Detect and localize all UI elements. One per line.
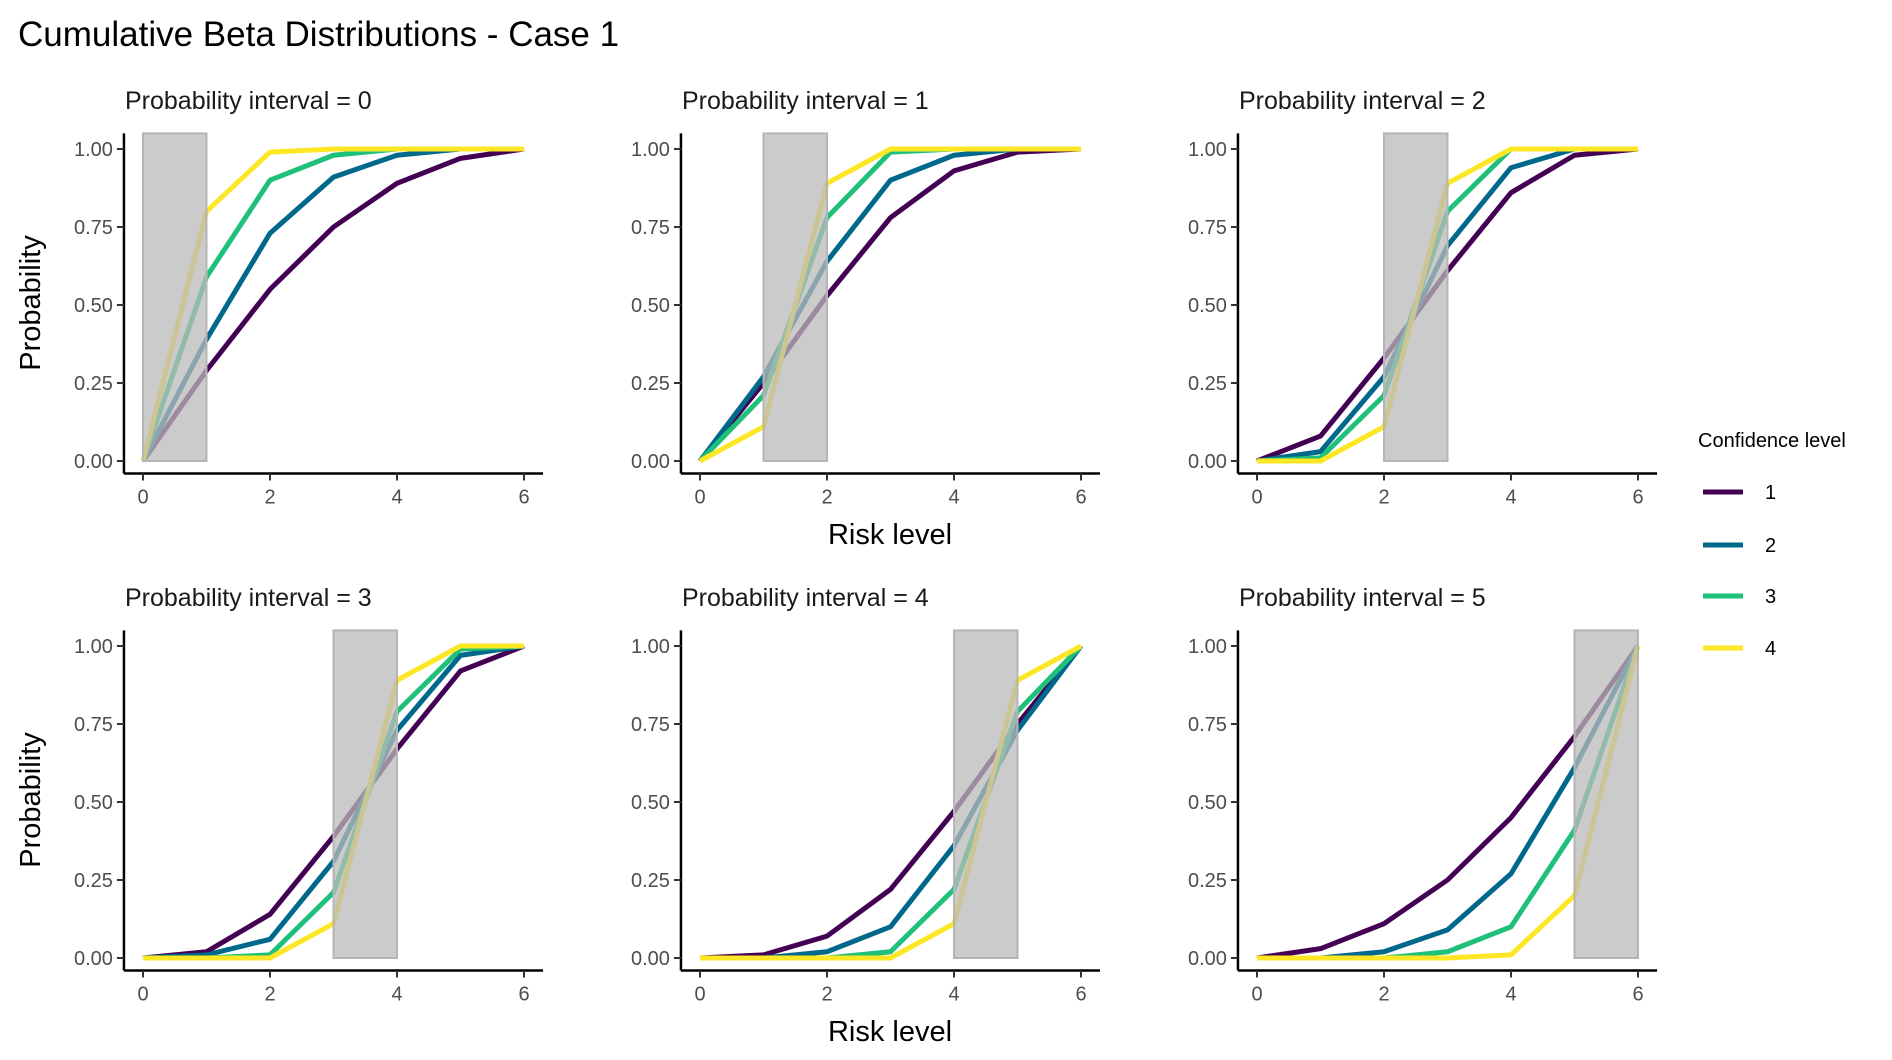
- y-tick-label: 1.00: [631, 636, 670, 658]
- y-tick-label: 0.50: [631, 295, 670, 317]
- panel-1: Probability interval = 1 0.00 0.25 0.50 0.75…: [631, 87, 1101, 551]
- panel-0: Probability interval = 0 0.00 0.25 0.50 0.75…: [15, 87, 544, 508]
- y-tick-label: 0.25: [74, 373, 113, 395]
- legend-item-2: 2: [1703, 535, 1776, 557]
- series-line-4: [698, 146, 1081, 464]
- x-tick-label: 4: [948, 486, 959, 508]
- y-tick-label: 0.00: [1188, 948, 1227, 970]
- y-tick-label: 0.00: [631, 948, 670, 970]
- interval-highlight: [762, 132, 828, 462]
- legend-label: 3: [1765, 586, 1776, 608]
- x-axis-title: Risk level: [828, 519, 952, 551]
- legend-item-4: 4: [1703, 638, 1776, 660]
- y-tick-label: 1.00: [74, 139, 113, 161]
- interval-highlight: [142, 132, 208, 462]
- panel-strip-label: Probability interval = 0: [125, 87, 372, 115]
- interval-highlight: [953, 629, 1019, 960]
- legend-item-1: 1: [1703, 482, 1776, 504]
- y-tick-label: 1.00: [631, 139, 670, 161]
- x-tick-label: 2: [264, 486, 275, 508]
- series-line-3: [698, 146, 1081, 463]
- chart-title: Cumulative Beta Distributions - Case 1: [18, 15, 619, 54]
- x-tick-label: 6: [518, 983, 529, 1005]
- series-line-1: [699, 644, 1083, 961]
- legend: Confidence level 1 2 3 4: [1698, 430, 1846, 660]
- y-tick-label: 0.50: [74, 792, 113, 814]
- x-tick-label: 0: [694, 983, 705, 1005]
- interval-highlight: [332, 629, 398, 960]
- x-tick-label: 6: [1632, 983, 1643, 1005]
- x-tick-label: 4: [391, 486, 402, 508]
- x-tick-label: 0: [137, 983, 148, 1005]
- x-tick-label: 4: [948, 983, 959, 1005]
- y-tick-label: 0.25: [74, 870, 113, 892]
- panels: Probability interval = 0 0.00 0.25 0.50 0.75…: [15, 87, 1658, 1048]
- x-tick-label: 6: [1075, 486, 1086, 508]
- legend-label: 2: [1765, 535, 1776, 557]
- x-tick-label: 0: [694, 486, 705, 508]
- y-tick-label: 0.75: [1188, 217, 1227, 239]
- panel-2: Probability interval = 2 0.00 0.25 0.50 0.75…: [1188, 87, 1658, 508]
- x-tick-label: 0: [1251, 486, 1262, 508]
- x-tick-label: 4: [1505, 983, 1516, 1005]
- y-tick-label: 0.25: [631, 870, 670, 892]
- y-tick-label: 0.25: [631, 373, 670, 395]
- x-tick-label: 4: [1505, 486, 1516, 508]
- x-tick-label: 6: [1075, 983, 1086, 1005]
- x-tick-label: 2: [264, 983, 275, 1005]
- legend-title: Confidence level: [1698, 430, 1846, 452]
- y-tick-label: 0.75: [74, 714, 113, 736]
- y-tick-label: 0.50: [1188, 295, 1227, 317]
- panel-strip-label: Probability interval = 4: [682, 584, 929, 612]
- legend-label: 1: [1765, 482, 1776, 504]
- y-axis-title: Probability: [15, 732, 47, 868]
- x-tick-label: 6: [518, 486, 529, 508]
- panel-strip-label: Probability interval = 2: [1239, 87, 1486, 115]
- legend-label: 4: [1765, 638, 1776, 660]
- y-axis-title: Probability: [15, 235, 47, 371]
- x-axis-title: Risk level: [828, 1016, 952, 1048]
- interval-highlight: [1383, 132, 1449, 462]
- y-tick-label: 0.00: [74, 451, 113, 473]
- x-tick-label: 2: [1378, 983, 1389, 1005]
- x-tick-label: 2: [821, 486, 832, 508]
- y-tick-label: 0.25: [1188, 373, 1227, 395]
- panel-strip-label: Probability interval = 5: [1239, 584, 1486, 612]
- series-line-1: [698, 146, 1082, 463]
- series-line-2: [700, 644, 1083, 961]
- panel-3: Probability interval = 3 0.00 0.25 0.50 0.75…: [15, 584, 544, 1005]
- series-line-3: [700, 644, 1083, 961]
- panel-strip-label: Probability interval = 1: [682, 87, 929, 115]
- y-tick-label: 1.00: [1188, 139, 1227, 161]
- y-tick-label: 0.25: [1188, 870, 1227, 892]
- y-tick-label: 1.00: [1188, 636, 1227, 658]
- x-tick-label: 2: [1378, 486, 1389, 508]
- panel-5: Probability interval = 5 0.00 0.25 0.50 0.75…: [1188, 584, 1658, 1005]
- x-tick-label: 6: [1632, 486, 1643, 508]
- interval-highlight: [1573, 629, 1639, 960]
- x-tick-label: 4: [391, 983, 402, 1005]
- y-tick-label: 1.00: [74, 636, 113, 658]
- y-tick-label: 0.00: [74, 948, 113, 970]
- y-tick-label: 0.50: [74, 295, 113, 317]
- series-line-4: [700, 643, 1083, 961]
- y-tick-label: 0.75: [631, 217, 670, 239]
- y-tick-label: 0.75: [1188, 714, 1227, 736]
- x-tick-label: 0: [137, 486, 148, 508]
- x-tick-label: 0: [1251, 983, 1262, 1005]
- y-tick-label: 0.00: [1188, 451, 1227, 473]
- y-tick-label: 0.75: [74, 217, 113, 239]
- x-tick-label: 2: [821, 983, 832, 1005]
- panel-strip-label: Probability interval = 3: [125, 584, 372, 612]
- legend-item-3: 3: [1703, 586, 1776, 608]
- y-tick-label: 0.50: [1188, 792, 1227, 814]
- y-tick-label: 0.75: [631, 714, 670, 736]
- y-tick-label: 0.50: [631, 792, 670, 814]
- series-line-2: [698, 146, 1081, 463]
- panel-4: Probability interval = 4 0.00 0.25 0.50 0.75…: [631, 584, 1101, 1048]
- y-tick-label: 0.00: [631, 451, 670, 473]
